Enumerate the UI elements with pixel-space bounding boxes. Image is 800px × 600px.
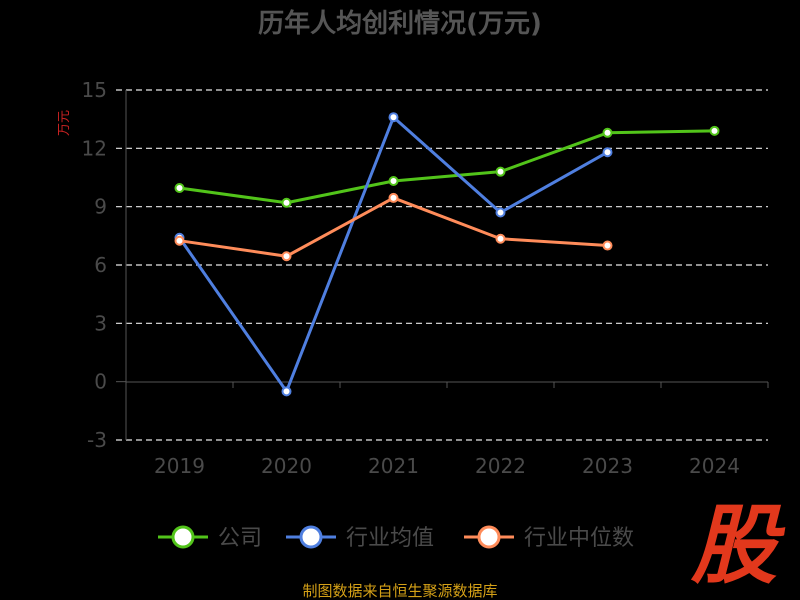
data-point	[174, 183, 185, 193]
data-point	[602, 127, 613, 138]
legend-swatch-marker	[171, 525, 195, 549]
y-tick-labels: 15 12 9 6 3 0 -3	[82, 78, 107, 452]
legend-label: 公司	[218, 526, 262, 551]
series-layer	[174, 112, 720, 397]
data-point	[174, 235, 185, 246]
legend-item[interactable]: 公司	[158, 525, 262, 551]
x-tick-label: 2024	[689, 454, 740, 478]
y-tick-label: 15	[82, 78, 107, 102]
gridlines	[116, 89, 768, 441]
series-1	[174, 112, 613, 397]
legend-label: 行业中位数	[524, 526, 634, 551]
y-tick-label: 3	[94, 311, 107, 335]
chart-title: 历年人均创利情况(万元)	[258, 8, 542, 39]
legend-label: 行业均值	[346, 526, 434, 551]
series-2	[174, 192, 613, 262]
logo: 股	[690, 496, 786, 596]
x-tick-label: 2022	[475, 454, 526, 478]
legend: 公司 行业均值 行业中位数	[158, 525, 634, 551]
legend-swatch-marker	[299, 525, 323, 549]
data-point	[602, 147, 613, 158]
series-0	[174, 125, 720, 208]
data-point	[495, 207, 506, 218]
series-line	[179, 196, 608, 258]
data-point	[388, 192, 399, 203]
legend-item[interactable]: 行业中位数	[464, 525, 634, 551]
series-line	[179, 129, 715, 205]
x-tick-label: 2019	[154, 454, 205, 478]
series-line	[178, 115, 609, 393]
data-point	[602, 240, 613, 251]
x-tick-label: 2020	[261, 454, 312, 478]
legend-item[interactable]: 行业均值	[286, 525, 434, 551]
x-tick-label: 2021	[368, 454, 419, 478]
data-point	[388, 176, 399, 186]
y-tick-label: -3	[87, 428, 107, 452]
y-tick-label: 12	[82, 136, 107, 160]
x-tick-labels: 2019 2020 2021 2022 2023 2024	[125, 382, 769, 478]
data-point	[281, 386, 292, 397]
y-tick-label: 6	[94, 253, 107, 277]
data-point	[388, 112, 399, 123]
data-point	[281, 251, 292, 262]
y-tick-label: 0	[94, 370, 107, 394]
x-tick-label: 2023	[582, 454, 633, 478]
data-point	[495, 233, 506, 244]
y-tick-label: 9	[94, 195, 107, 219]
legend-swatch-marker	[477, 525, 501, 549]
data-point	[281, 197, 292, 208]
y-axis-label: 万元	[57, 110, 72, 136]
footer-source: 制图数据来自恒生聚源数据库	[302, 582, 497, 600]
data-point	[495, 166, 506, 177]
data-point	[709, 125, 720, 136]
